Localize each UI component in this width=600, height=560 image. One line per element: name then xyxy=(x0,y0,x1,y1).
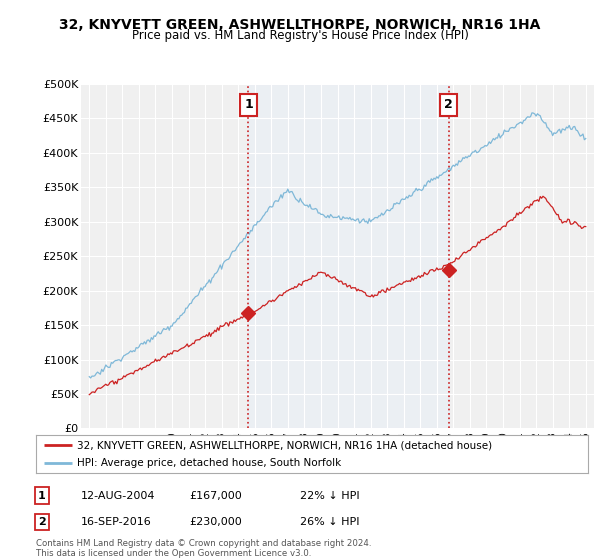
Text: 32, KNYVETT GREEN, ASHWELLTHORPE, NORWICH, NR16 1HA (detached house): 32, KNYVETT GREEN, ASHWELLTHORPE, NORWIC… xyxy=(77,440,493,450)
Text: 12-AUG-2004: 12-AUG-2004 xyxy=(81,491,155,501)
Text: Price paid vs. HM Land Registry's House Price Index (HPI): Price paid vs. HM Land Registry's House … xyxy=(131,29,469,42)
Text: 32, KNYVETT GREEN, ASHWELLTHORPE, NORWICH, NR16 1HA: 32, KNYVETT GREEN, ASHWELLTHORPE, NORWIC… xyxy=(59,18,541,32)
Text: 1: 1 xyxy=(38,491,46,501)
Bar xyxy=(248,84,449,428)
Text: 26% ↓ HPI: 26% ↓ HPI xyxy=(300,517,359,527)
Text: £230,000: £230,000 xyxy=(189,517,242,527)
Text: 2: 2 xyxy=(444,98,453,111)
Text: Contains HM Land Registry data © Crown copyright and database right 2024.
This d: Contains HM Land Registry data © Crown c… xyxy=(36,539,371,558)
Text: HPI: Average price, detached house, South Norfolk: HPI: Average price, detached house, Sout… xyxy=(77,458,341,468)
Text: 22% ↓ HPI: 22% ↓ HPI xyxy=(300,491,359,501)
Text: 16-SEP-2016: 16-SEP-2016 xyxy=(81,517,152,527)
Text: 1: 1 xyxy=(244,98,253,111)
Text: 2: 2 xyxy=(38,517,46,527)
Text: £167,000: £167,000 xyxy=(189,491,242,501)
